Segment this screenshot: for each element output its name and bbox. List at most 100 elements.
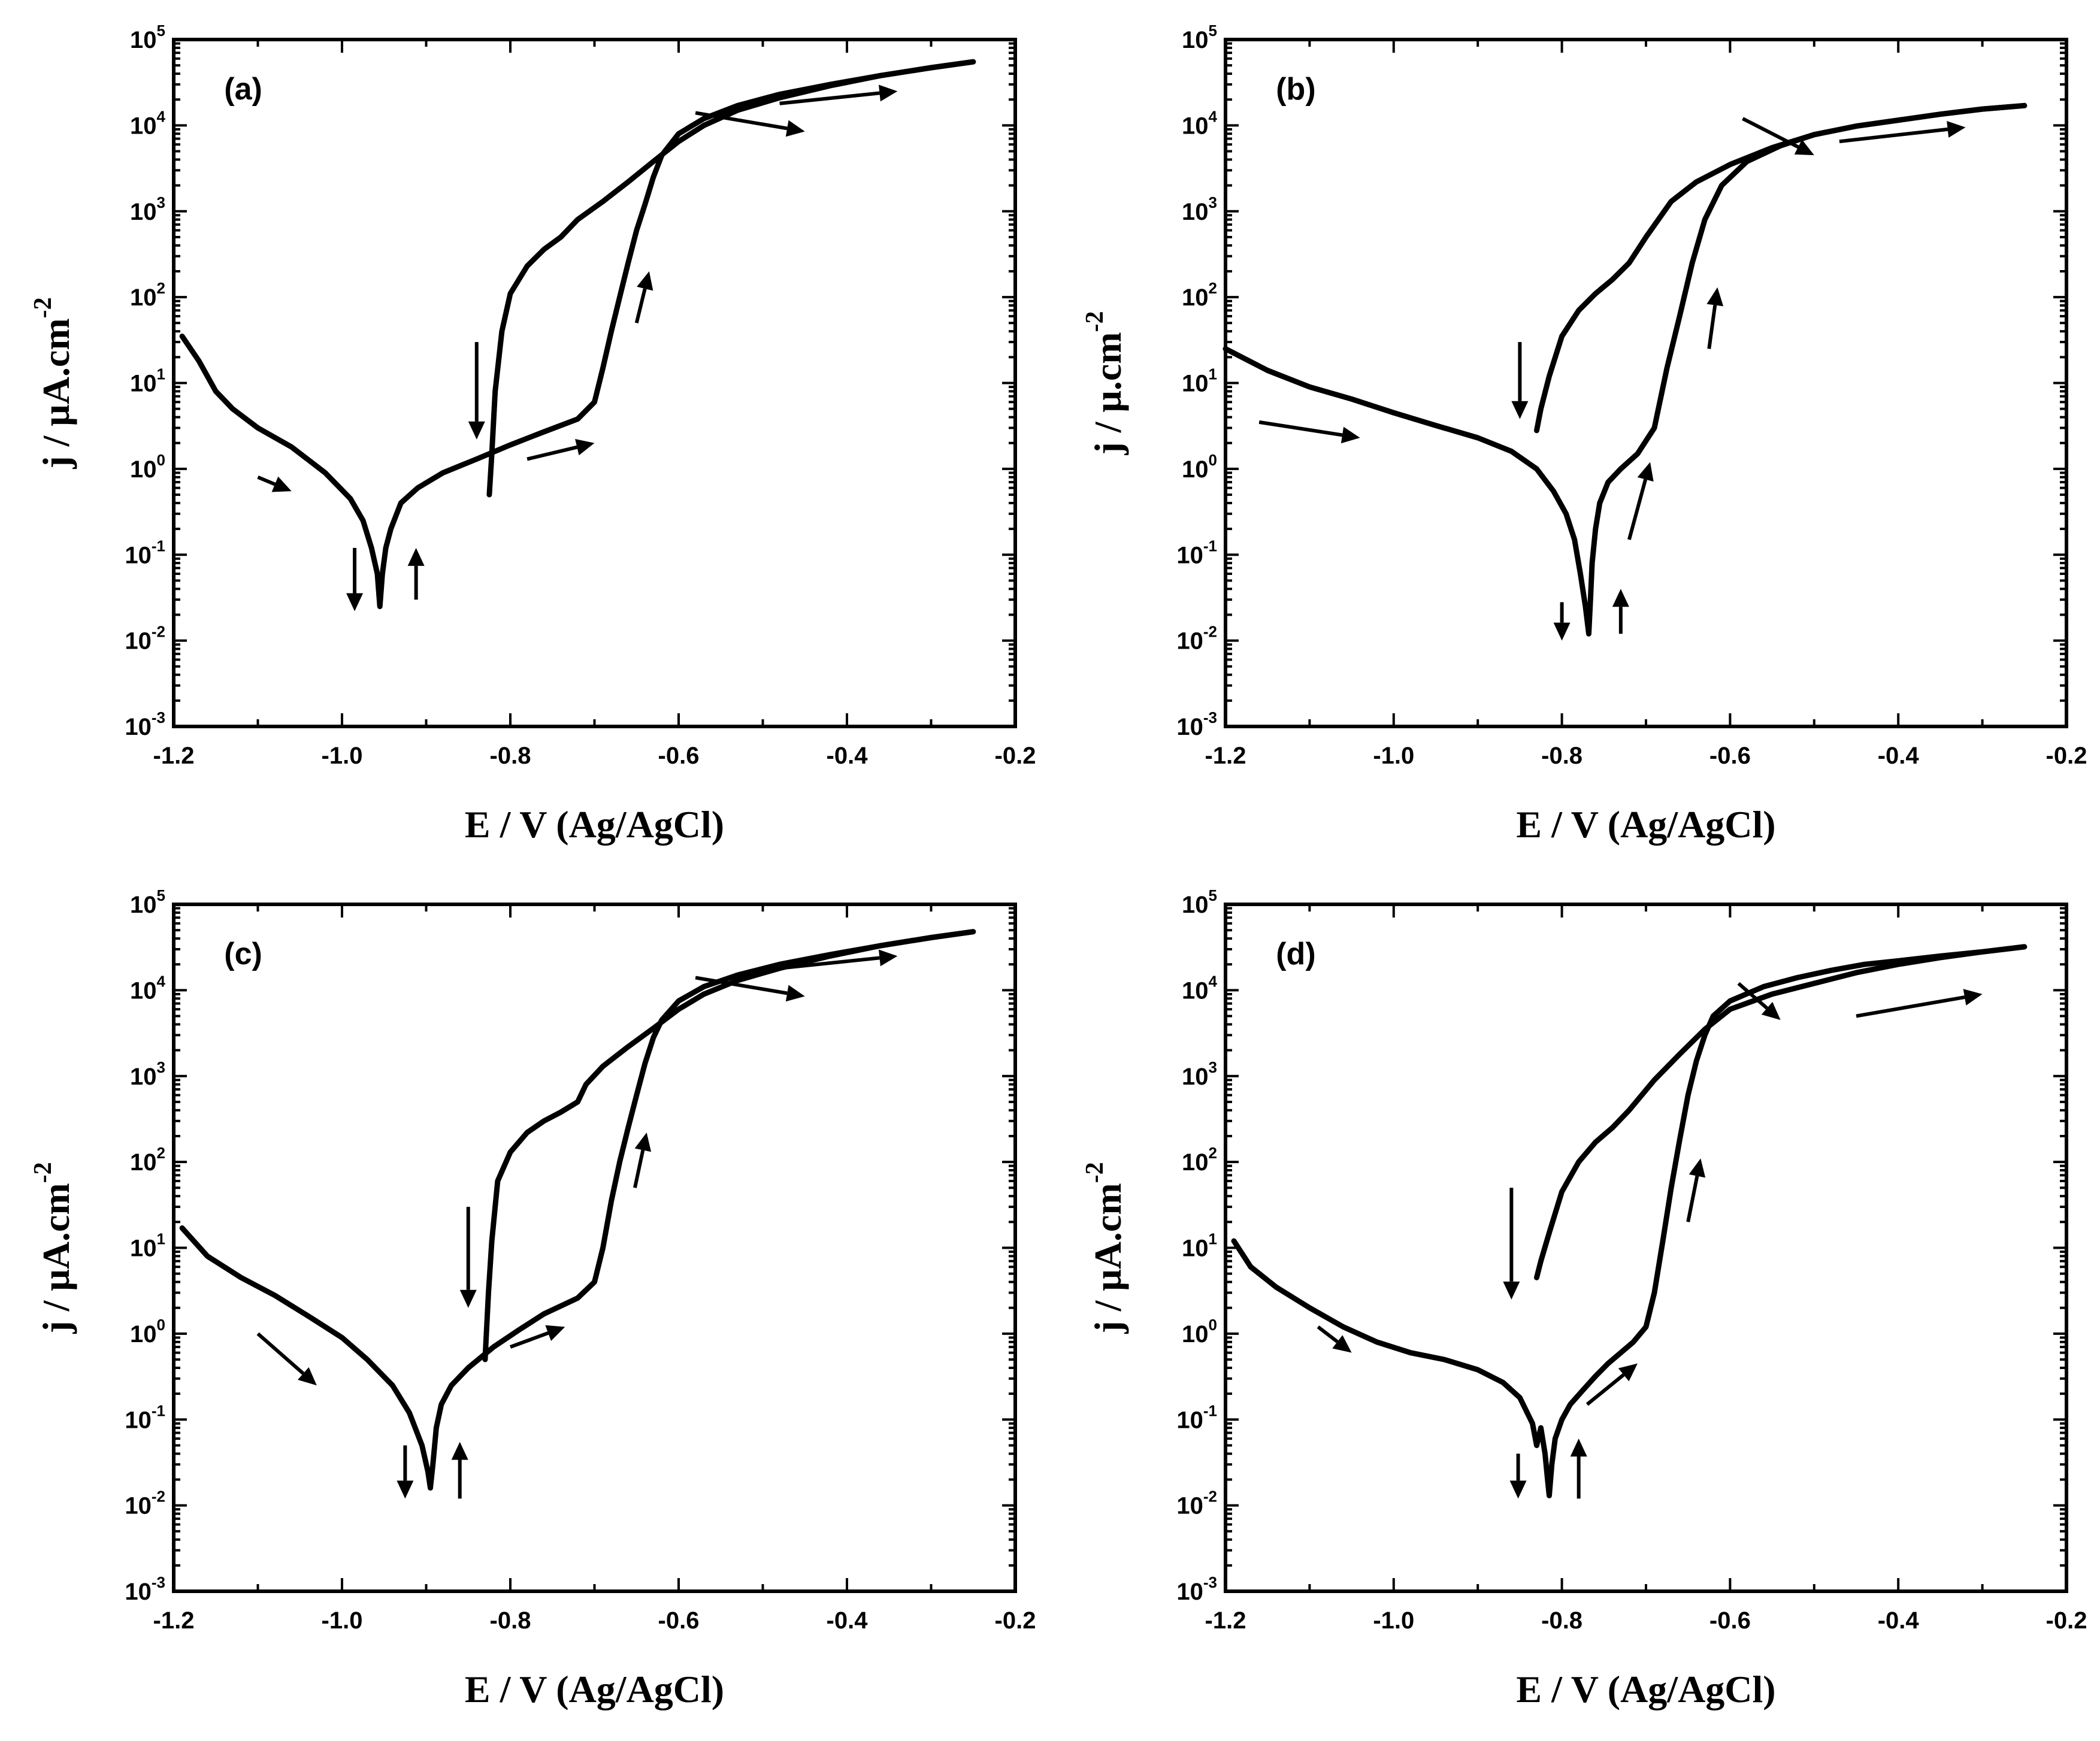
arrow-head bbox=[271, 476, 292, 492]
y-tick-label: 10-1 bbox=[125, 537, 165, 568]
scan-direction-arrow bbox=[634, 271, 653, 323]
reverse-scan-curve bbox=[1534, 944, 2028, 1280]
y-tick-label: 101 bbox=[130, 1230, 165, 1262]
arrow-shaft bbox=[779, 91, 880, 105]
x-tick-label: -0.8 bbox=[1541, 743, 1582, 769]
arrow-head bbox=[545, 1325, 565, 1342]
reverse-scan-curve bbox=[486, 59, 976, 498]
arrow-head bbox=[1332, 1335, 1352, 1353]
arrow-head bbox=[1637, 462, 1654, 482]
x-tick-label: -0.2 bbox=[2046, 743, 2087, 769]
arrow-shaft bbox=[256, 1332, 305, 1375]
arrow-head bbox=[1503, 1281, 1520, 1300]
y-axis-title: j / μA.cm-2 bbox=[29, 1162, 77, 1334]
arrow-shaft bbox=[695, 111, 788, 131]
arrow-head bbox=[575, 439, 595, 456]
y-tick-label: 102 bbox=[1182, 279, 1217, 311]
scan-direction-arrow bbox=[1839, 121, 1966, 144]
x-tick-label: -0.4 bbox=[1878, 1607, 1920, 1634]
y-tick-label: 10-1 bbox=[1176, 1401, 1217, 1433]
x-tick-label: -1.0 bbox=[1373, 743, 1414, 769]
arrow-head bbox=[1689, 1158, 1706, 1178]
scan-direction-arrow bbox=[346, 547, 364, 611]
x-tick-label: -1.2 bbox=[1205, 1607, 1246, 1634]
y-axis-title: j / μ.cm-2 bbox=[1081, 311, 1129, 455]
y-tick-label: 10-2 bbox=[1176, 623, 1217, 655]
scan-direction-arrow bbox=[1509, 1454, 1527, 1499]
forward-scan-curve bbox=[1223, 102, 2028, 637]
arrow-head bbox=[459, 1289, 477, 1308]
y-tick-label: 103 bbox=[130, 1058, 165, 1090]
scan-direction-arrow bbox=[1570, 1439, 1587, 1499]
y-tick-label: 100 bbox=[130, 451, 165, 483]
x-tick-label: -0.6 bbox=[1709, 1607, 1751, 1634]
arrow-head bbox=[1612, 589, 1629, 607]
x-tick-label: -0.6 bbox=[658, 743, 700, 769]
plot-frame bbox=[172, 38, 1017, 728]
scan-direction-arrow bbox=[468, 342, 485, 440]
y-tick-label: 10-2 bbox=[125, 623, 165, 655]
y-tick-label: 100 bbox=[130, 1316, 165, 1348]
x-tick-label: -0.4 bbox=[827, 743, 869, 769]
y-tick-label: 105 bbox=[130, 886, 165, 918]
y-tick-label: 105 bbox=[130, 22, 165, 53]
panel-label: (b) bbox=[1276, 72, 1315, 107]
y-tick-label: 101 bbox=[1182, 1230, 1217, 1262]
forward-scan-curve bbox=[179, 929, 976, 1491]
x-tick-label: -0.8 bbox=[490, 1607, 531, 1634]
arrow-shaft bbox=[1317, 1325, 1339, 1343]
scan-direction-arrow bbox=[779, 84, 898, 105]
arrow-head bbox=[1341, 426, 1360, 444]
arrow-head bbox=[634, 1133, 652, 1152]
arrow-head bbox=[1511, 401, 1529, 419]
arrow-head bbox=[298, 1367, 317, 1386]
arrow-shaft bbox=[526, 445, 578, 461]
x-tick-label: -1.0 bbox=[322, 743, 363, 769]
panel-label: (a) bbox=[224, 72, 262, 107]
x-tick-label: -0.6 bbox=[658, 1607, 700, 1634]
arrow-head bbox=[1509, 1480, 1527, 1499]
scan-direction-arrow bbox=[509, 1325, 565, 1349]
y-axis-title: j / μA.cm-2 bbox=[29, 297, 77, 469]
y-tick-label: 104 bbox=[1182, 107, 1218, 139]
x-tick-label: -0.8 bbox=[490, 743, 531, 769]
y-tick-label: 10-3 bbox=[125, 708, 165, 740]
x-tick-label: -0.4 bbox=[1878, 743, 1920, 769]
x-tick-label: -0.6 bbox=[1709, 743, 1751, 769]
panel-label: (d) bbox=[1276, 937, 1315, 971]
scan-direction-arrow bbox=[695, 976, 805, 1002]
scan-direction-arrow bbox=[1612, 589, 1629, 634]
scan-direction-arrow bbox=[1742, 117, 1814, 156]
scan-direction-arrow bbox=[459, 1207, 477, 1308]
reverse-scan-curve bbox=[482, 929, 976, 1362]
y-tick-label: 10-2 bbox=[125, 1488, 165, 1519]
arrow-head bbox=[879, 949, 898, 967]
x-tick-label: -0.2 bbox=[995, 743, 1036, 769]
y-tick-label: 10-1 bbox=[1176, 537, 1217, 568]
scan-direction-arrow bbox=[1553, 602, 1571, 641]
x-tick-label: -1.2 bbox=[1205, 743, 1246, 769]
arrow-head bbox=[1761, 1001, 1781, 1021]
y-tick-label: 10-3 bbox=[125, 1573, 165, 1605]
x-tick-label: -0.2 bbox=[2046, 1607, 2087, 1634]
scan-direction-arrow bbox=[451, 1442, 468, 1499]
scan-direction-arrow bbox=[1585, 1363, 1638, 1406]
panel-a: -1.2 -1.0 -0.8 -0.6 -0.4 -0.2 10-3 10-2 10-1 100 1… bbox=[29, 22, 1036, 846]
scan-direction-arrow bbox=[779, 949, 898, 970]
y-axis-title: j / μA.cm-2 bbox=[1081, 1162, 1129, 1334]
arrow-shaft bbox=[1707, 305, 1717, 349]
plot-frame bbox=[1224, 903, 2068, 1593]
y-tick-label: 10-1 bbox=[125, 1401, 165, 1433]
x-axis-title: E / V (Ag/AgCl) bbox=[465, 1668, 724, 1710]
x-tick-label: -1.2 bbox=[153, 743, 195, 769]
x-tick-label: -1.0 bbox=[322, 1607, 363, 1634]
arrow-head bbox=[785, 985, 805, 1002]
scan-direction-arrow bbox=[526, 439, 595, 461]
arrow-shaft bbox=[1839, 127, 1948, 144]
arrow-shaft bbox=[695, 976, 788, 995]
reverse-scan-curve bbox=[1534, 102, 2028, 434]
arrow-head bbox=[1794, 139, 1814, 156]
arrow-head bbox=[451, 1442, 468, 1460]
scan-direction-arrow bbox=[633, 1133, 652, 1188]
